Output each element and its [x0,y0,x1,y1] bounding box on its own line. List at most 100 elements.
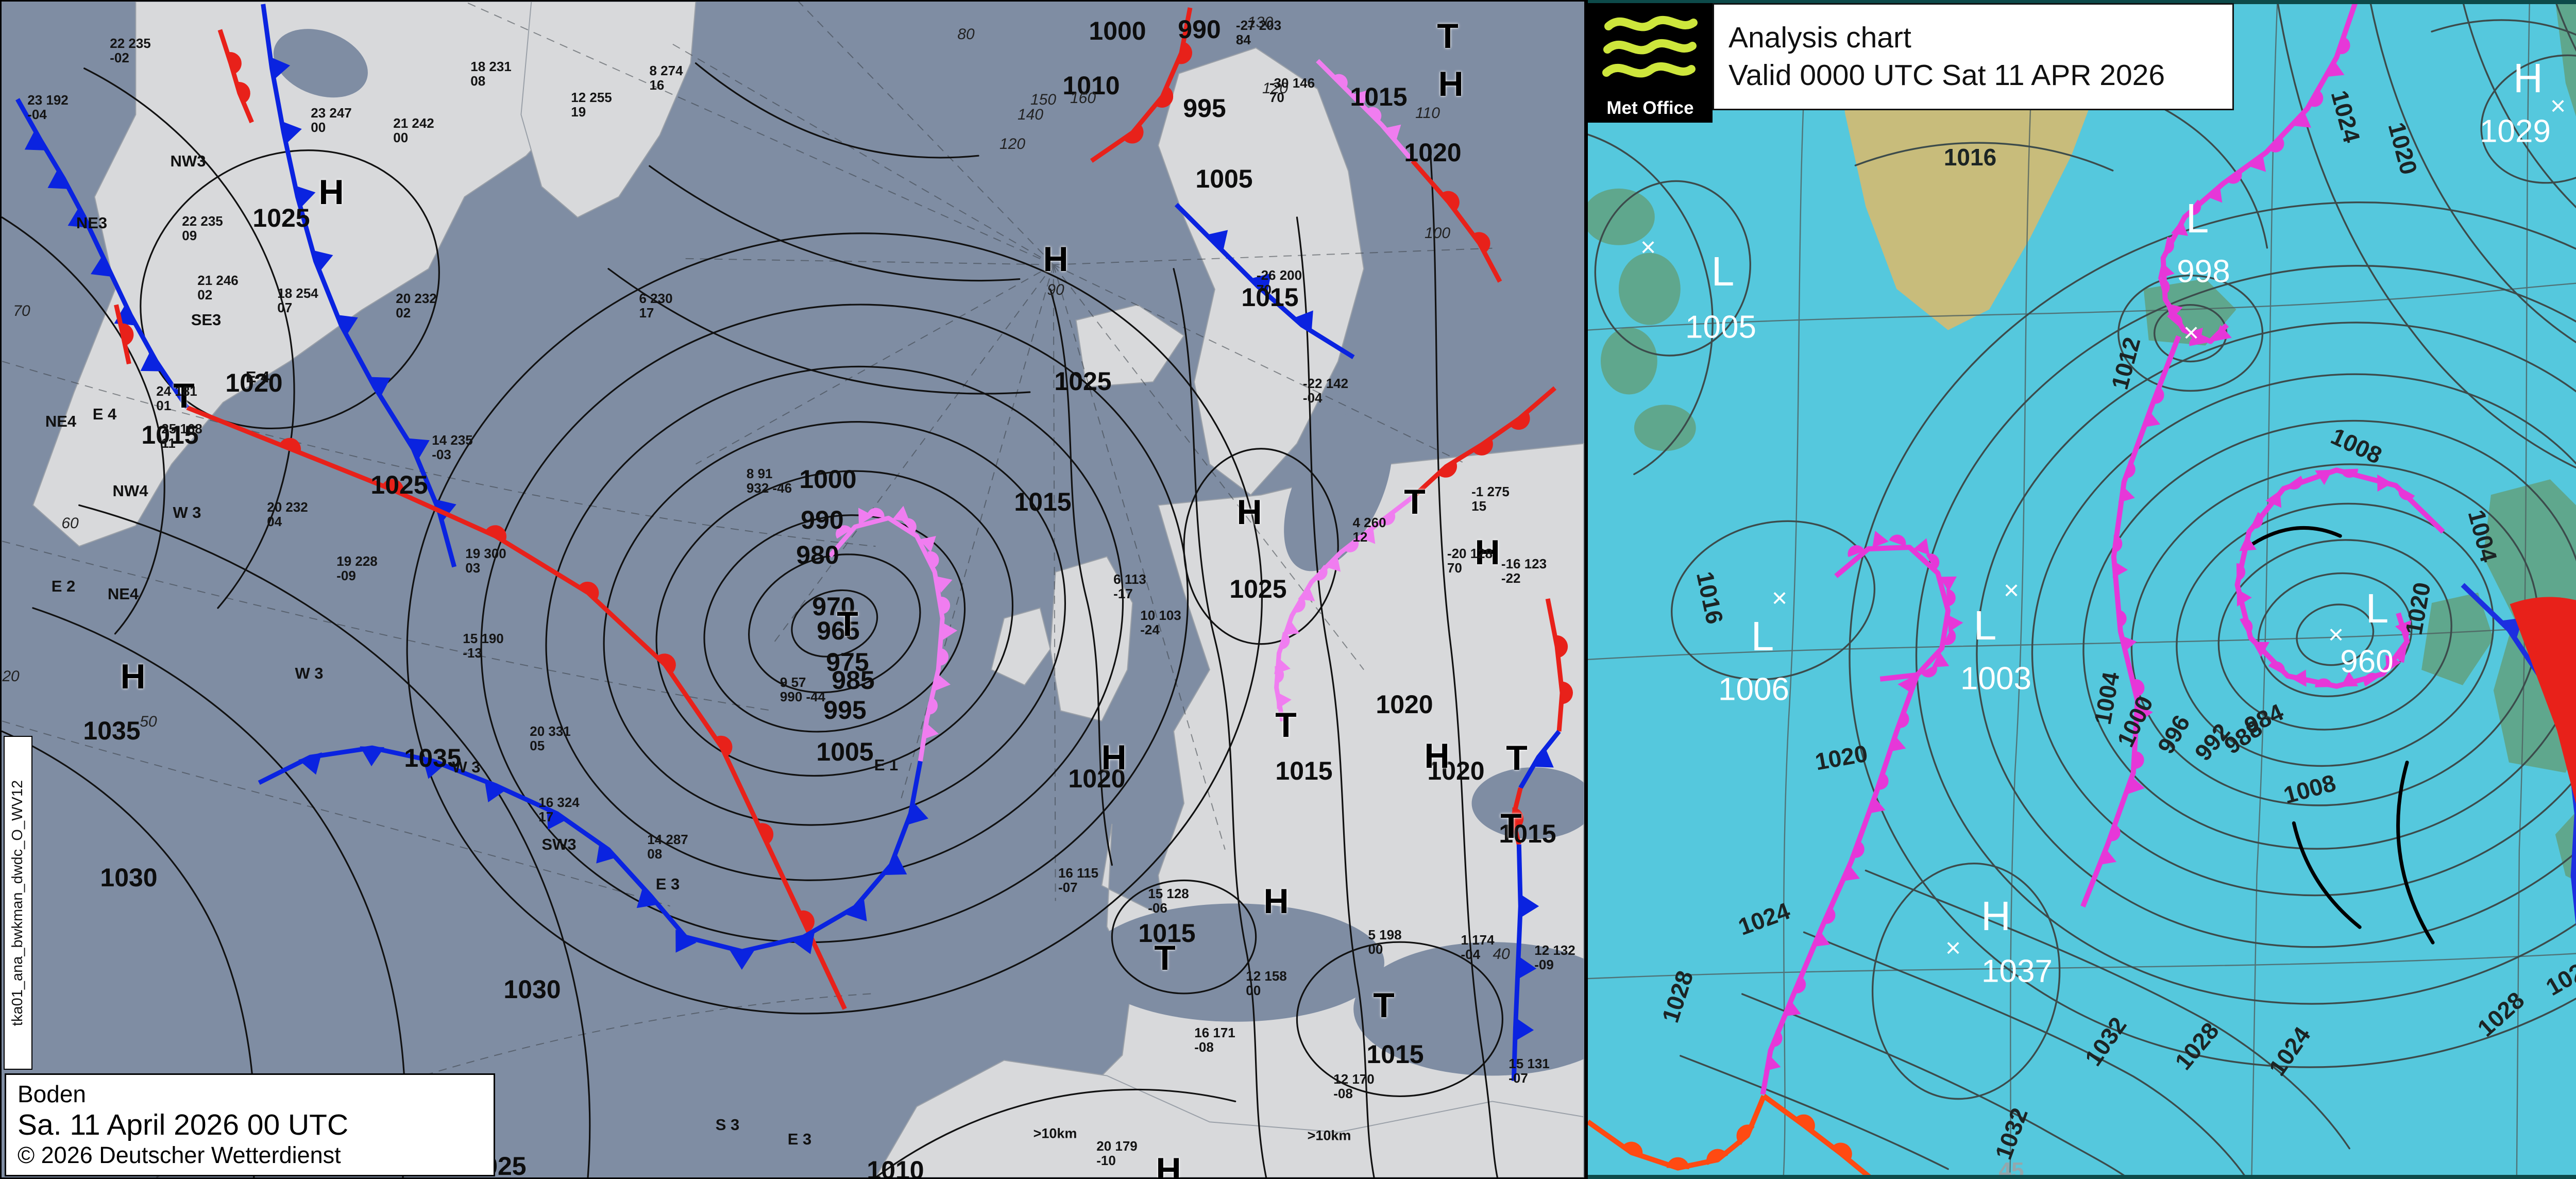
dwd-chart-title: Boden [18,1081,87,1107]
wind-label: SW3 [541,835,577,853]
graticule-label: 100 [1424,225,1451,242]
land-britain [1049,555,1133,722]
pressure-center-letter: L [2365,585,2389,631]
isobar-value-label: 1024 [2326,87,2366,146]
wind-label: NW4 [112,482,148,500]
isobar-value-label: 1025 [370,470,428,499]
station-plot: 25 168 11 [161,420,202,451]
pressure-center-value: 1006 [1718,671,1789,708]
wind-label: W 3 [173,503,201,521]
warm-front [217,29,254,124]
pressure-center-cross: × [1640,232,1656,262]
station-plot: 15 128 -06 [1148,885,1189,916]
station-plot: 18 231 08 [470,58,512,89]
pressure-system-letter: H [1263,882,1289,921]
pressure-system-letter: H [318,173,344,212]
wind-label: NW3 [170,152,206,170]
station-plot: 6 113 -17 [1113,571,1146,601]
station-plot: 9 57 990 -44 [779,674,826,704]
visibility-label: >10km [1307,1127,1351,1143]
isobar-value-label: 1010 [1062,71,1120,100]
graticule-label: 90 [1047,281,1064,298]
isobar-value-label: 1028 [2472,986,2530,1042]
warm-front-orange [1588,1094,1767,1171]
pressure-center-cross: × [2328,620,2344,650]
pressure-system-letter: T [1373,986,1395,1025]
occluded-front [2080,335,2181,908]
metoffice-labels-overlay: 1016102410201016101610121008100810041004… [1588,0,2576,1179]
pressure-system-letter: T [1437,16,1459,56]
pressure-system-letter: T [1404,482,1426,521]
isobar-value-label: 990 [1178,15,1221,44]
occluded-front [828,506,958,762]
graticule-label: 120 [1262,80,1289,97]
station-plot: -30 146 70 [1269,75,1315,105]
station-plot: 4 260 12 [1352,514,1386,545]
station-plot: 12 170 -08 [1333,1071,1375,1101]
cold-front [15,98,189,409]
station-plot: 22 235 -02 [110,35,151,65]
isobar-value-label: 965 [817,616,860,645]
isobar-value-label: 1015 [1241,283,1299,312]
isobar-value-label: 1015 [1138,919,1196,948]
pressure-system-letter: H [1424,736,1450,776]
wind-label: E 4 [92,405,117,423]
isobar-value-label: 1008 [2327,422,2386,469]
graticule-label: 110 [1415,105,1440,122]
isobar-value-label: 975 [826,648,869,677]
pressure-center-letter: L [1711,248,1735,294]
isobar-value-label: 990 [801,506,844,534]
occluded-front [1316,59,1415,163]
pressure-center-value: 1005 [1685,309,1756,345]
pressure-center-value: 998 [2177,254,2230,290]
wind-label: E 3 [787,1130,812,1148]
warm-front [114,304,134,365]
isobar-value-label: 1032 [2079,1012,2132,1071]
isobar-value-label: 1020 [2383,119,2423,178]
cold-front [1511,844,1539,1081]
land-ireland [2421,592,2494,685]
pressure-system-letter: H [1438,64,1464,104]
warm-front [1545,598,1573,732]
isobar-value-label: 1035 [83,716,141,745]
wind-label: E 2 [51,577,76,595]
isobar-value-label: 1004 [2089,670,2125,727]
cold-front [1174,203,1355,359]
station-plot: 19 300 03 [465,545,506,576]
station-plot: 20 232 02 [396,290,437,321]
graticule-label: 70 [13,302,30,319]
pressure-system-letter: T [1500,806,1522,846]
pressure-center-value: 1037 [1981,953,2053,989]
isobar-value-label: 1024 [1735,897,1793,940]
isobar-value-label: 995 [1183,94,1226,123]
top-border-band [1588,0,2576,4]
metoffice-logo: Met Office [1588,3,1713,123]
isobar-value-label: 1020 [2400,580,2436,637]
wind-label: NE3 [76,214,108,232]
isobar-value-label: 1015 [1275,756,1333,785]
dwd-chart-datetime: Sa. 11 April 2026 00 UTC [18,1108,349,1141]
station-plot: 14 287 08 [647,831,688,862]
metoffice-analysis-chart: 1016102410201016101610121008100810041004… [1586,0,2576,1179]
isobar-value-label: 1015 [1014,487,1072,516]
pressure-system-letter: H [120,657,146,696]
pressure-system-letter: H [1475,533,1500,572]
visibility-label: >10km [1033,1125,1077,1141]
pressure-center-cross: × [1771,583,1788,613]
station-plot: -20 128 70 [1447,545,1493,576]
isobar-value-label: 1020 [1427,756,1485,785]
land-africa [875,1059,1584,1177]
pressure-center-value: 960 [2340,644,2394,680]
isobar-value-label: 1012 [2106,334,2146,393]
pressure-system-letter: T [1154,938,1176,978]
pressure-center-value: 1029 [2480,113,2551,149]
pressure-center-value: 1003 [1960,661,2031,697]
occluded-front [1274,494,1416,722]
dwd-surface-analysis-chart: 1000 990 980 970 965 975 985 995 1005 1015 1000 990… [0,0,1586,1179]
station-plot: 1 174 -04 [1461,932,1495,962]
pressure-system-letter: T [173,376,195,415]
isobar-value-label: 1010 [867,1156,924,1179]
warm-front [1411,159,1502,283]
cold-front [258,745,928,970]
pressure-center-cross: × [2550,91,2566,121]
